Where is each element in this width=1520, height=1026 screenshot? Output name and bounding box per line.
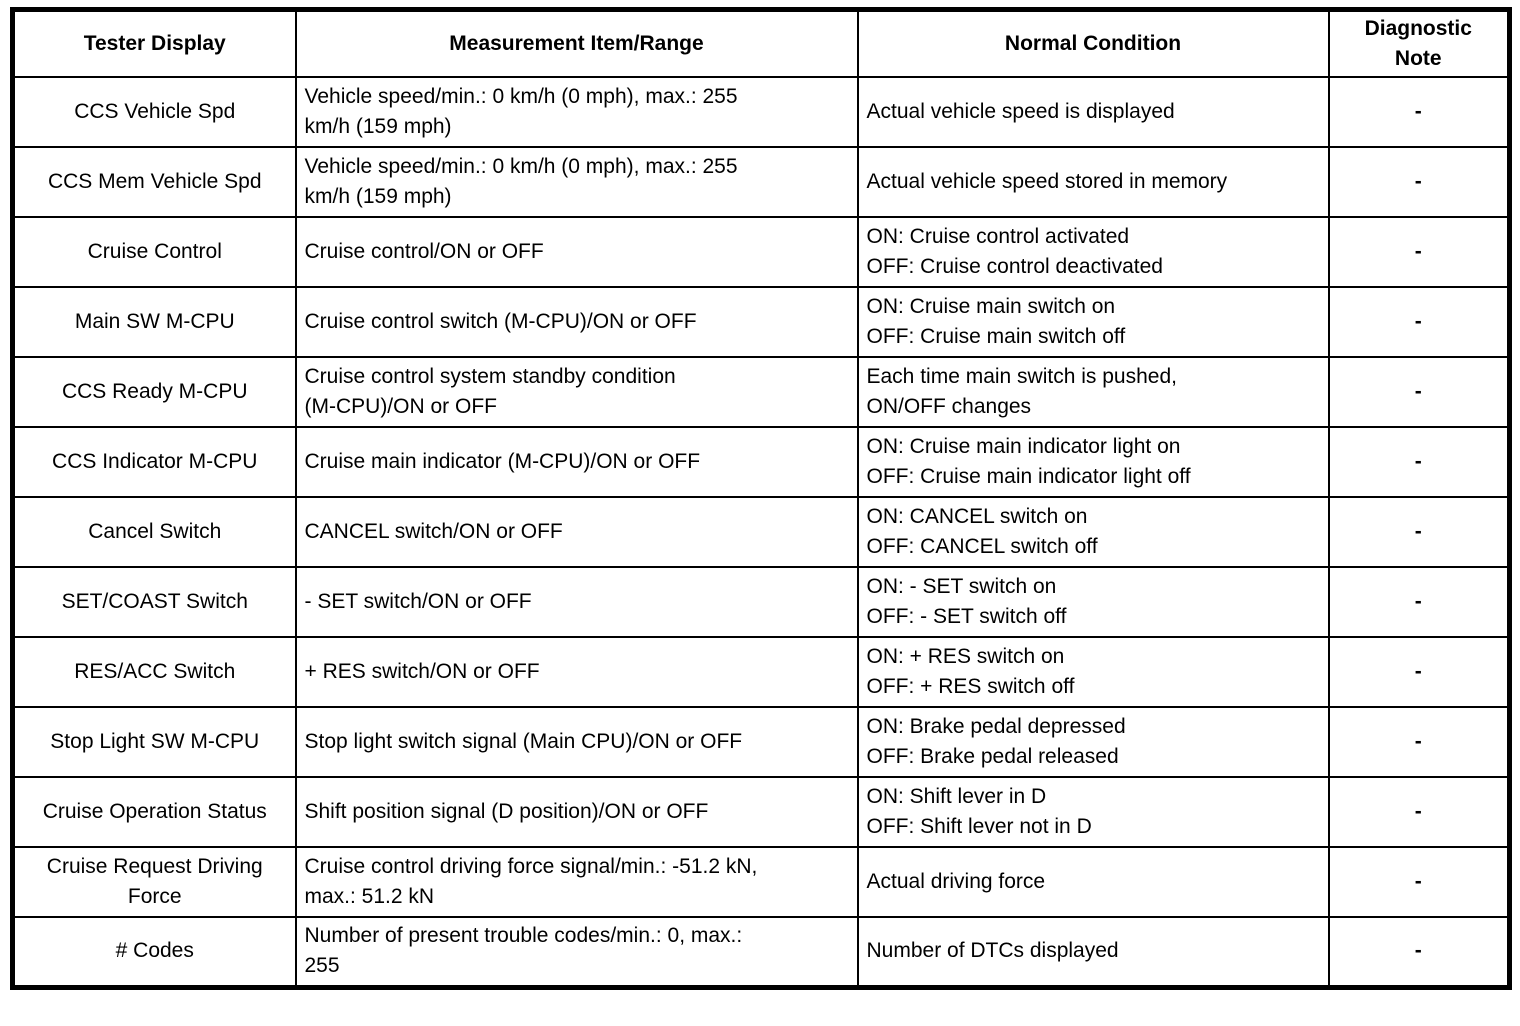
table-row: CCS Indicator M-CPU Cruise main indicato… bbox=[11, 426, 1511, 498]
cell-tester-display: Cruise Control bbox=[11, 216, 297, 288]
cell-tester-display: CCS Mem Vehicle Spd bbox=[11, 146, 297, 218]
cell-tester-display: CCS Ready M-CPU bbox=[11, 356, 297, 428]
column-header-normal-condition: Normal Condition bbox=[856, 8, 1330, 78]
cell-normal-condition: ON: Cruise main switch on OFF: Cruise ma… bbox=[856, 286, 1330, 358]
table-row: SET/COAST Switch - SET switch/ON or OFF … bbox=[11, 566, 1511, 638]
cell-measurement: Cruise control driving force signal/min.… bbox=[294, 846, 859, 918]
cell-diagnostic-note: - bbox=[1327, 916, 1511, 988]
cell-measurement: Stop light switch signal (Main CPU)/ON o… bbox=[294, 706, 859, 778]
table-row: CCS Ready M-CPU Cruise control system st… bbox=[11, 356, 1511, 428]
cell-diagnostic-note: - bbox=[1327, 356, 1511, 428]
cell-normal-condition: Actual driving force bbox=[856, 846, 1330, 918]
cell-diagnostic-note: - bbox=[1327, 426, 1511, 498]
cell-measurement: Vehicle speed/min.: 0 km/h (0 mph), max.… bbox=[294, 146, 859, 218]
header-row: Tester Display Measurement Item/Range No… bbox=[11, 8, 1511, 78]
cell-measurement: Cruise control/ON or OFF bbox=[294, 216, 859, 288]
cell-measurement: Number of present trouble codes/min.: 0,… bbox=[294, 916, 859, 988]
cell-measurement: Shift position signal (D position)/ON or… bbox=[294, 776, 859, 848]
cell-normal-condition: ON: Brake pedal depressed OFF: Brake ped… bbox=[856, 706, 1330, 778]
table-row: Main SW M-CPU Cruise control switch (M-C… bbox=[11, 286, 1511, 358]
table-row: CCS Mem Vehicle Spd Vehicle speed/min.: … bbox=[11, 146, 1511, 218]
cell-measurement: Cruise main indicator (M-CPU)/ON or OFF bbox=[294, 426, 859, 498]
cell-measurement: + RES switch/ON or OFF bbox=[294, 636, 859, 708]
diagnostic-data-table: Tester Display Measurement Item/Range No… bbox=[10, 7, 1512, 990]
table-row: # Codes Number of present trouble codes/… bbox=[11, 916, 1511, 988]
column-header-tester-display: Tester Display bbox=[11, 8, 297, 78]
cell-tester-display: Stop Light SW M-CPU bbox=[11, 706, 297, 778]
table-row: Stop Light SW M-CPU Stop light switch si… bbox=[11, 706, 1511, 778]
cell-measurement: Vehicle speed/min.: 0 km/h (0 mph), max.… bbox=[294, 76, 859, 148]
cell-diagnostic-note: - bbox=[1327, 216, 1511, 288]
cell-normal-condition: ON: - SET switch on OFF: - SET switch of… bbox=[856, 566, 1330, 638]
cell-tester-display: SET/COAST Switch bbox=[11, 566, 297, 638]
cell-tester-display: Main SW M-CPU bbox=[11, 286, 297, 358]
cell-diagnostic-note: - bbox=[1327, 146, 1511, 218]
cell-normal-condition: ON: Cruise control activated OFF: Cruise… bbox=[856, 216, 1330, 288]
cell-normal-condition: ON: Cruise main indicator light on OFF: … bbox=[856, 426, 1330, 498]
table-row: Cancel Switch CANCEL switch/ON or OFF ON… bbox=[11, 496, 1511, 568]
cell-measurement: CANCEL switch/ON or OFF bbox=[294, 496, 859, 568]
cell-tester-display: Cruise Request Driving Force bbox=[11, 846, 297, 918]
column-header-diagnostic-note: Diagnostic Note bbox=[1327, 8, 1511, 78]
cell-normal-condition: Actual vehicle speed is displayed bbox=[856, 76, 1330, 148]
cell-tester-display: Cancel Switch bbox=[11, 496, 297, 568]
cell-normal-condition: ON: + RES switch on OFF: + RES switch of… bbox=[856, 636, 1330, 708]
table-row: Cruise Control Cruise control/ON or OFF … bbox=[11, 216, 1511, 288]
cell-normal-condition: Each time main switch is pushed, ON/OFF … bbox=[856, 356, 1330, 428]
cell-normal-condition: ON: Shift lever in D OFF: Shift lever no… bbox=[856, 776, 1330, 848]
cell-normal-condition: Actual vehicle speed stored in memory bbox=[856, 146, 1330, 218]
cell-measurement: Cruise control system standby condition … bbox=[294, 356, 859, 428]
cell-tester-display: CCS Vehicle Spd bbox=[11, 76, 297, 148]
cell-diagnostic-note: - bbox=[1327, 706, 1511, 778]
table-row: Cruise Operation Status Shift position s… bbox=[11, 776, 1511, 848]
cell-diagnostic-note: - bbox=[1327, 496, 1511, 568]
cell-normal-condition: Number of DTCs displayed bbox=[856, 916, 1330, 988]
table-row: RES/ACC Switch + RES switch/ON or OFF ON… bbox=[11, 636, 1511, 708]
cell-diagnostic-note: - bbox=[1327, 846, 1511, 918]
cell-diagnostic-note: - bbox=[1327, 636, 1511, 708]
column-header-measurement-item-range: Measurement Item/Range bbox=[294, 8, 859, 78]
cell-diagnostic-note: - bbox=[1327, 76, 1511, 148]
table-row: CCS Vehicle Spd Vehicle speed/min.: 0 km… bbox=[11, 76, 1511, 148]
cell-diagnostic-note: - bbox=[1327, 286, 1511, 358]
cell-tester-display: RES/ACC Switch bbox=[11, 636, 297, 708]
cell-measurement: - SET switch/ON or OFF bbox=[294, 566, 859, 638]
cell-tester-display: Cruise Operation Status bbox=[11, 776, 297, 848]
cell-tester-display: CCS Indicator M-CPU bbox=[11, 426, 297, 498]
cell-tester-display: # Codes bbox=[11, 916, 297, 988]
cell-normal-condition: ON: CANCEL switch on OFF: CANCEL switch … bbox=[856, 496, 1330, 568]
cell-diagnostic-note: - bbox=[1327, 566, 1511, 638]
cell-diagnostic-note: - bbox=[1327, 776, 1511, 848]
table-row: Cruise Request Driving Force Cruise cont… bbox=[11, 846, 1511, 918]
cell-measurement: Cruise control switch (M-CPU)/ON or OFF bbox=[294, 286, 859, 358]
